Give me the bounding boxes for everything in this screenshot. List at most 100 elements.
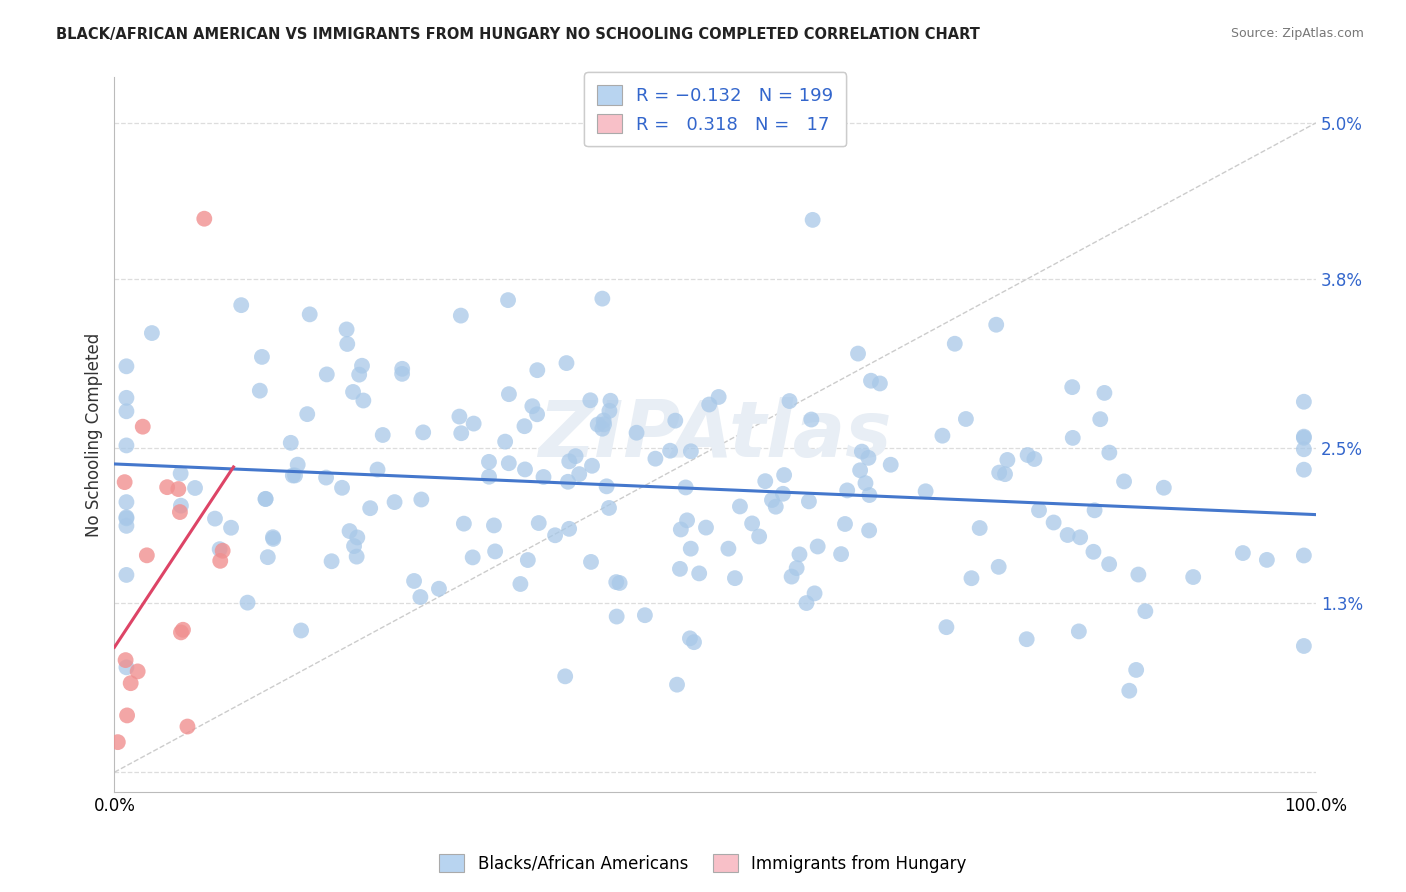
Point bbox=[579, 393, 602, 408]
Point bbox=[208, 542, 231, 557]
Point bbox=[115, 660, 138, 674]
Point bbox=[204, 511, 226, 525]
Point bbox=[935, 620, 957, 634]
Point bbox=[943, 336, 966, 351]
Point bbox=[557, 475, 579, 489]
Point bbox=[683, 635, 706, 649]
Point bbox=[115, 359, 138, 374]
Point bbox=[606, 609, 628, 624]
Point bbox=[156, 480, 179, 494]
Point bbox=[315, 368, 337, 382]
Point bbox=[533, 470, 555, 484]
Point bbox=[830, 547, 852, 561]
Point bbox=[1092, 385, 1115, 400]
Point bbox=[988, 466, 1011, 480]
Point bbox=[1069, 530, 1091, 544]
Point bbox=[779, 394, 801, 409]
Point bbox=[707, 390, 730, 404]
Point bbox=[384, 495, 406, 509]
Point bbox=[478, 455, 501, 469]
Point bbox=[1153, 481, 1175, 495]
Point bbox=[664, 414, 686, 428]
Point bbox=[453, 516, 475, 531]
Point bbox=[591, 422, 613, 436]
Point bbox=[1098, 557, 1121, 571]
Point bbox=[676, 513, 699, 527]
Text: BLACK/AFRICAN AMERICAN VS IMMIGRANTS FROM HUNGARY NO SCHOOLING COMPLETED CORRELA: BLACK/AFRICAN AMERICAN VS IMMIGRANTS FRO… bbox=[56, 27, 980, 42]
Point bbox=[412, 425, 434, 440]
Point bbox=[231, 298, 253, 312]
Point bbox=[478, 469, 501, 483]
Point bbox=[115, 708, 138, 723]
Point bbox=[772, 487, 794, 501]
Point bbox=[522, 399, 544, 413]
Point bbox=[801, 213, 824, 227]
Point bbox=[754, 474, 776, 488]
Point bbox=[765, 500, 787, 514]
Point bbox=[554, 669, 576, 683]
Point bbox=[498, 387, 520, 401]
Point bbox=[761, 493, 783, 508]
Point bbox=[987, 559, 1010, 574]
Point bbox=[803, 586, 825, 600]
Point bbox=[1056, 528, 1078, 542]
Point bbox=[336, 322, 359, 336]
Point bbox=[1098, 445, 1121, 459]
Point bbox=[347, 368, 370, 382]
Point bbox=[450, 309, 472, 323]
Point bbox=[391, 361, 413, 376]
Point bbox=[1084, 503, 1107, 517]
Point bbox=[609, 576, 631, 591]
Point bbox=[250, 350, 273, 364]
Point bbox=[350, 359, 373, 373]
Point bbox=[593, 417, 616, 432]
Point bbox=[598, 404, 620, 418]
Point bbox=[346, 530, 368, 544]
Point bbox=[773, 468, 796, 483]
Point bbox=[498, 456, 520, 470]
Point bbox=[1128, 567, 1150, 582]
Point bbox=[115, 391, 138, 405]
Point bbox=[568, 467, 591, 482]
Point bbox=[914, 484, 936, 499]
Point bbox=[717, 541, 740, 556]
Point bbox=[290, 624, 312, 638]
Point bbox=[995, 453, 1018, 467]
Point bbox=[315, 470, 337, 484]
Point bbox=[1090, 412, 1112, 426]
Point bbox=[858, 450, 880, 465]
Point bbox=[114, 475, 136, 490]
Point bbox=[141, 326, 163, 340]
Point bbox=[1182, 570, 1205, 584]
Point bbox=[526, 363, 548, 377]
Point bbox=[281, 468, 304, 483]
Point bbox=[780, 569, 803, 583]
Point bbox=[634, 608, 657, 623]
Point bbox=[120, 676, 142, 690]
Point bbox=[564, 449, 586, 463]
Point bbox=[371, 428, 394, 442]
Point bbox=[115, 511, 138, 525]
Point bbox=[598, 500, 620, 515]
Point bbox=[837, 483, 859, 498]
Point bbox=[209, 554, 232, 568]
Point bbox=[115, 510, 138, 524]
Point bbox=[1292, 429, 1315, 443]
Point bbox=[626, 425, 648, 440]
Point bbox=[1042, 516, 1064, 530]
Point bbox=[599, 393, 621, 408]
Point bbox=[1292, 442, 1315, 457]
Text: Source: ZipAtlas.com: Source: ZipAtlas.com bbox=[1230, 27, 1364, 40]
Point bbox=[1292, 463, 1315, 477]
Point bbox=[955, 412, 977, 426]
Point bbox=[330, 481, 353, 495]
Point bbox=[679, 541, 702, 556]
Point bbox=[786, 561, 808, 575]
Point bbox=[1028, 503, 1050, 517]
Point bbox=[449, 409, 471, 424]
Point bbox=[724, 571, 747, 585]
Point bbox=[127, 665, 149, 679]
Point bbox=[695, 520, 717, 534]
Point bbox=[1292, 549, 1315, 563]
Point bbox=[994, 467, 1017, 482]
